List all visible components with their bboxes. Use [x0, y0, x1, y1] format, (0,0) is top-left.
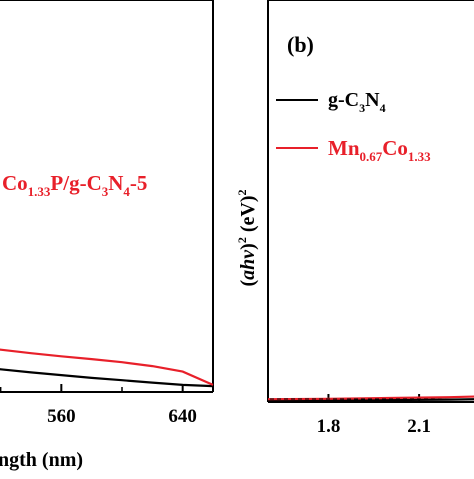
legend-a-text-3: N: [108, 171, 123, 195]
legend-a-text-1: Co: [2, 171, 28, 195]
panel-a-x-axis-label: ngth (nm): [0, 449, 83, 471]
legend-b1-sub-1: 3: [359, 101, 365, 115]
x-tick-label: 560: [47, 406, 76, 427]
panel-a-legend-entry: Co1.33P/g-C3N4-5: [2, 171, 147, 199]
legend-b2-sub-1: 0.67: [360, 149, 383, 164]
legend-b-entry-1: g-C3N4: [328, 89, 386, 115]
legend-b1-sub-2: 4: [380, 101, 386, 115]
ylabel-b-sup-2: 2: [235, 190, 249, 196]
panel-b-series: [267, 395, 474, 402]
ylabel-b-sup-1: 2: [235, 237, 249, 243]
legend-a-sub-3: 4: [123, 184, 130, 199]
legend-a-text-2: P/g-C: [50, 171, 101, 195]
legend-b-entry-2: Mn0.67Co1.33: [328, 136, 431, 164]
x-tick-label: 640: [168, 406, 197, 427]
x-tick-label: 2.1: [407, 416, 431, 437]
legend-a-text-4: -5: [130, 171, 148, 195]
series-line-1: [268, 398, 474, 402]
x-tick-label: 1.8: [317, 416, 341, 437]
panel-a: 560 640 Co1.33P/g-C3N4-5 ngth (nm): [0, 0, 214, 471]
legend-a-sub-1: 1.33: [28, 184, 51, 199]
legend-b1-text-2: N: [365, 89, 380, 111]
ylabel-b-open: (: [237, 279, 259, 286]
ylabel-b-italic: ahv: [237, 249, 259, 280]
series-line-2: [267, 395, 474, 401]
panel-b-y-axis-label: (ahv)2 (eV)2: [235, 190, 259, 287]
legend-b2-text-1: Mn: [328, 136, 360, 160]
ylabel-b-close: ): [237, 243, 259, 250]
panel-b-label: (b): [287, 32, 314, 57]
series-line-2: [0, 348, 214, 386]
panel-a-x-ticks: 560 640: [0, 384, 197, 427]
legend-a-sub-2: 3: [102, 184, 109, 199]
legend-b2-sub-2: 1.33: [408, 149, 431, 164]
series-line-1: [0, 368, 214, 388]
panel-b: 1.82.12.4 (b) g-C3N4 Mn0.67Co1.33 (ahv)2…: [235, 0, 474, 437]
panel-a-series: [0, 348, 214, 388]
legend-b1-text-1: g-C: [328, 89, 359, 111]
legend-b2-text-2: Co: [382, 136, 408, 160]
ylabel-b-unit: (eV): [237, 196, 259, 238]
